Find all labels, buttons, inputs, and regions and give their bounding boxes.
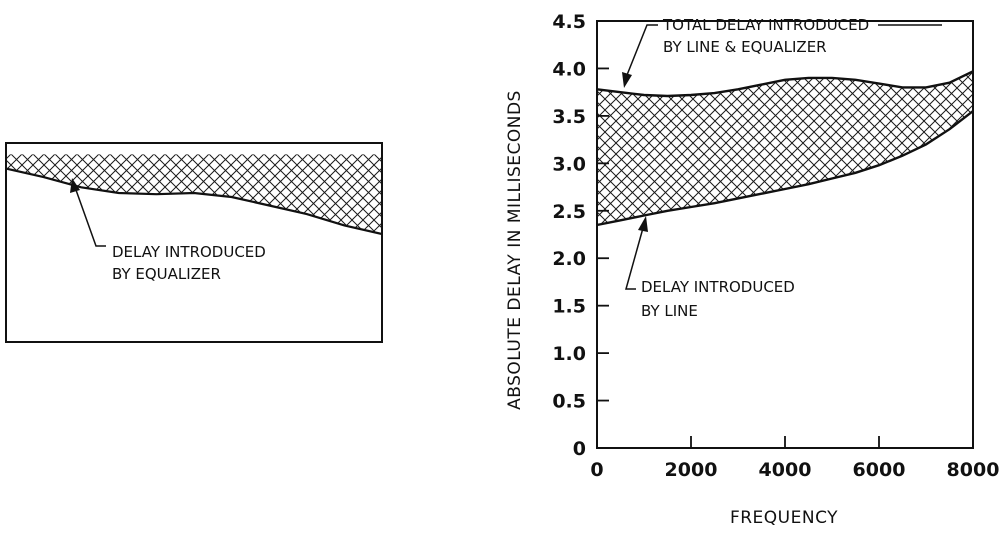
x-axis-ticks: 0 2000 4000 6000 8000 (590, 436, 999, 481)
x-tick-label: 6000 (853, 459, 906, 481)
x-tick-label: 4000 (759, 459, 812, 481)
x-tick-label: 2000 (665, 459, 718, 481)
total-delay-annotation-line-2: BY LINE & EQUALIZER (663, 38, 827, 56)
y-tick-label: 2.0 (552, 248, 586, 270)
line-delay-arrow-head (638, 216, 648, 232)
y-tick-label: 2.5 (552, 201, 586, 223)
y-tick-label: 3.0 (552, 153, 586, 175)
y-tick-label: 4.0 (552, 58, 586, 80)
inset-hatched-area (6, 154, 382, 234)
line-delay-leader-line (625, 227, 644, 290)
x-tick-label: 0 (590, 459, 603, 481)
y-tick-label: 3.5 (552, 106, 586, 128)
inset-annotation-line-1: DELAY INTRODUCED (112, 243, 266, 261)
inset-annotation-line-2: BY EQUALIZER (112, 265, 221, 283)
total-delay-annotation-line-1: TOTAL DELAY INTRODUCED (662, 16, 869, 34)
line-delay-annotation-line-2: BY LINE (641, 302, 698, 320)
y-axis-title: ABSOLUTE DELAY IN MILLISECONDS (505, 90, 525, 410)
y-tick-label: 1.0 (552, 343, 586, 365)
y-tick-label: 0 (573, 438, 586, 460)
absolute-delay-chart: 0 0.5 1.0 1.5 2.0 2.5 3.0 3.5 4.0 4.5 0 2000 4000 60… (505, 11, 999, 528)
y-tick-label: 0.5 (552, 391, 586, 413)
total-delay-leader-line (626, 24, 658, 76)
inset-equalizer-delay-curve (5, 167, 383, 236)
y-axis-ticks: 0 0.5 1.0 1.5 2.0 2.5 3.0 3.5 4.0 4.5 (552, 11, 609, 460)
y-tick-label: 1.5 (552, 296, 586, 318)
y-tick-label: 4.5 (552, 11, 586, 33)
main-hatched-area (597, 71, 973, 225)
line-delay-annotation-line-1: DELAY INTRODUCED (641, 278, 795, 296)
total-delay-arrow-head (622, 72, 632, 88)
equalizer-delay-inset: DELAY INTRODUCED BY EQUALIZER (5, 142, 383, 343)
inset-arrow-head (70, 178, 80, 193)
series-line-delay-line (596, 110, 974, 227)
inset-frame (5, 142, 383, 343)
inset-leader-line (75, 189, 106, 247)
x-axis-title: FREQUENCY (730, 508, 838, 528)
series-total-delay-line (596, 70, 974, 98)
x-tick-label: 8000 (947, 459, 1000, 481)
